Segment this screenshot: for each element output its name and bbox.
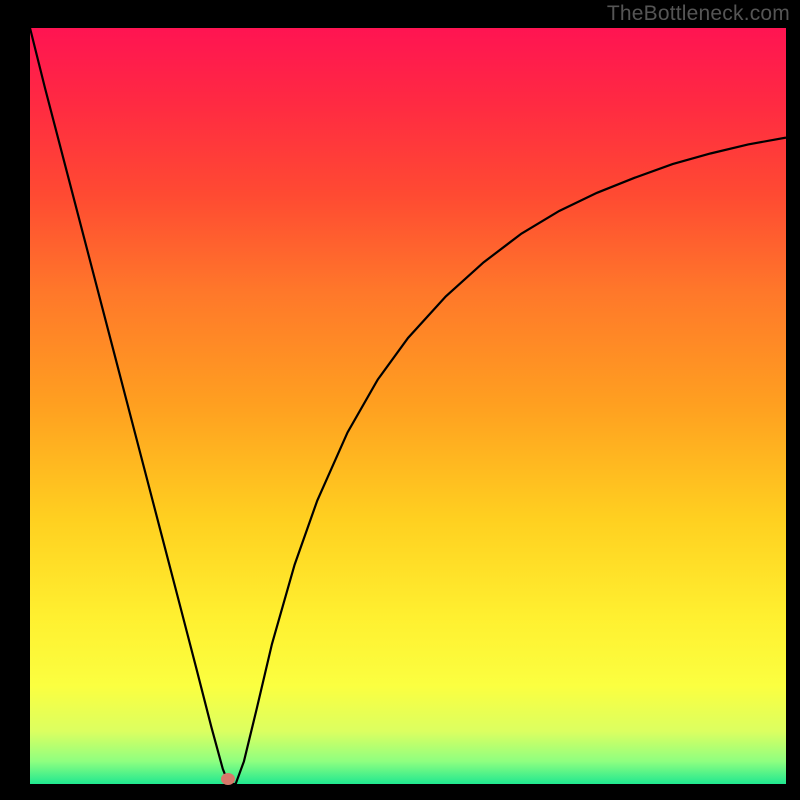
plot-area [30,28,786,784]
chart-stage: TheBottleneck.com [0,0,800,800]
watermark-text: TheBottleneck.com [607,2,790,26]
curve-layer [30,28,786,784]
bottleneck-curve [30,28,786,784]
